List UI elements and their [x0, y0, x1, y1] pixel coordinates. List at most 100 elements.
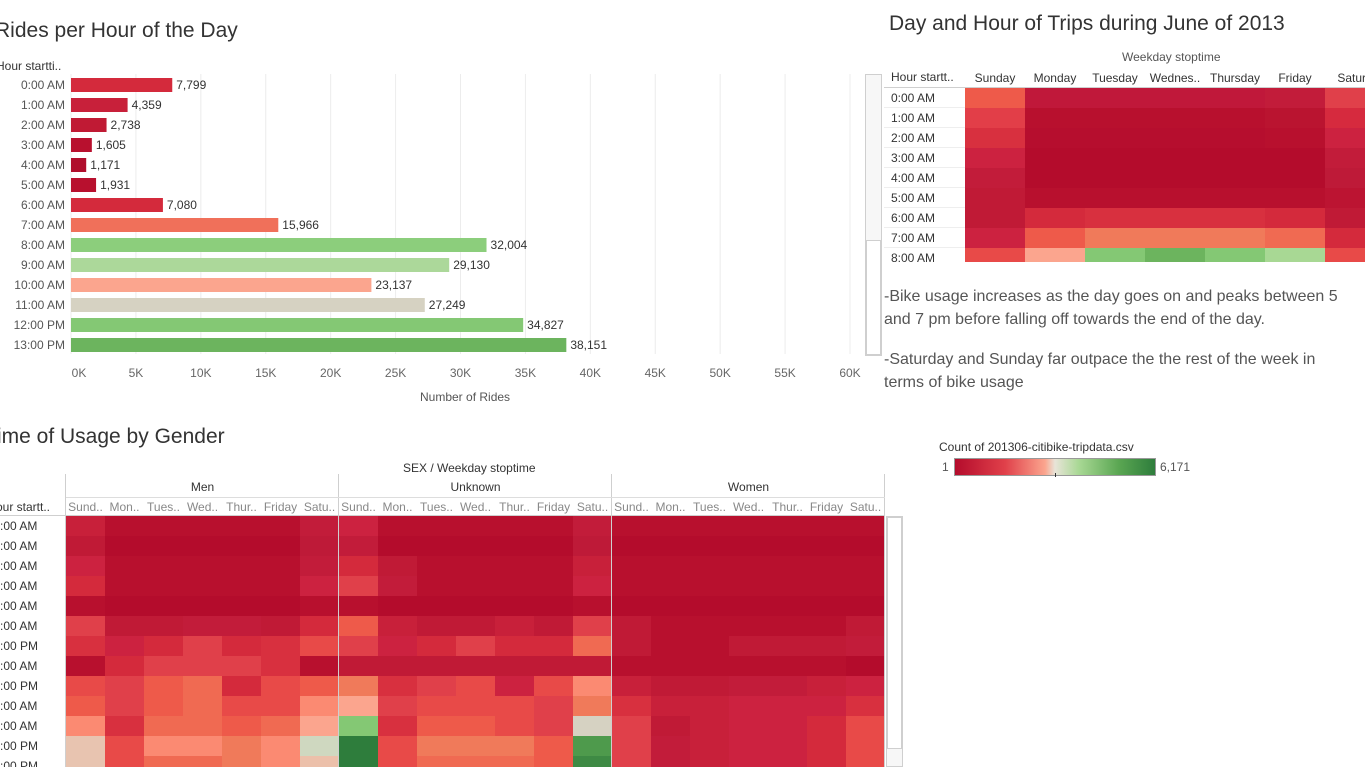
gender-heatmap-cell — [105, 556, 144, 576]
gender-heatmap-cell — [417, 576, 456, 596]
gender-heatmap-cell — [378, 616, 417, 636]
gender-heatmap-cell — [66, 596, 105, 616]
gender-heatmap-cell — [378, 636, 417, 656]
weekday-heatmap-cell — [1145, 168, 1205, 188]
weekday-heatmap-cell — [965, 168, 1025, 188]
gender-heatmap-cell — [846, 656, 885, 676]
gender-heatmap-cell — [222, 656, 261, 676]
weekday-heatmap-cell — [1205, 128, 1265, 148]
gender-heatmap-cell — [417, 616, 456, 636]
gender-heatmap-cell — [612, 556, 651, 576]
weekday-heatmap-cell — [1325, 248, 1365, 262]
gender-heatmap-cell — [768, 636, 807, 656]
gender-heatmap-row-label: :00 AM — [0, 579, 37, 593]
color-legend-ramp — [954, 458, 1156, 477]
gender-heatmap-cell — [261, 616, 300, 636]
gender-heatmap-cell — [651, 756, 690, 767]
weekday-heatmap-cell — [1025, 88, 1085, 108]
gender-heatmap-cell — [417, 516, 456, 536]
gender-heatmap-cell — [66, 736, 105, 756]
bar-chart-category-label: 2:00 AM — [21, 118, 65, 132]
gender-heatmap-cell — [495, 676, 534, 696]
gender-heatmap-cell — [66, 656, 105, 676]
weekday-heatmap-cell — [1145, 108, 1205, 128]
weekday-heatmap-cell — [1025, 188, 1085, 208]
gender-heatmap-cell — [222, 556, 261, 576]
gender-heatmap-cell — [339, 716, 378, 736]
weekday-heatmap-column-label: Sunday — [975, 71, 1016, 85]
gender-heatmap-cell — [417, 756, 456, 767]
bar-chart-scrollbar[interactable] — [865, 74, 882, 356]
gender-heatmap-cell — [534, 636, 573, 656]
gender-heatmap-cell — [183, 756, 222, 767]
color-legend-max: 6,171 — [1160, 460, 1191, 474]
gender-heatmap-cell — [846, 696, 885, 716]
gender-heatmap-cell — [690, 616, 729, 636]
gender-heatmap-cell — [807, 576, 846, 596]
weekday-heatmap-row-label: 7:00 AM — [891, 231, 935, 245]
bar-chart-category-label: 1:00 AM — [21, 98, 65, 112]
gender-heatmap-cell — [495, 616, 534, 636]
bar-chart-category-label: 6:00 AM — [21, 198, 65, 212]
gender-heatmap-cell — [690, 576, 729, 596]
gender-heatmap-cell — [261, 756, 300, 767]
weekday-heatmap-cell — [1025, 148, 1085, 168]
weekday-heatmap-cell — [1325, 228, 1365, 248]
weekday-heatmap-cell — [1085, 228, 1145, 248]
weekday-heatmap-cell — [1145, 88, 1205, 108]
gender-heatmap-cell — [300, 656, 339, 676]
bar-chart-bar — [71, 98, 128, 112]
gender-heatmap-cell — [417, 676, 456, 696]
gender-heatmap-cell — [729, 656, 768, 676]
gender-heatmap-cell — [573, 736, 612, 756]
gender-heatmap-cell — [417, 536, 456, 556]
gender-heatmap-day-label: Sund.. — [341, 500, 376, 514]
gender-heatmap-cell — [183, 616, 222, 636]
gender-heatmap-cell — [144, 536, 183, 556]
gender-heatmap-cell — [768, 656, 807, 676]
gender-heatmap-cell — [612, 636, 651, 656]
weekday-heatmap-cell — [1145, 148, 1205, 168]
bar-chart-value-label: 38,151 — [570, 338, 607, 352]
gender-heatmap-cell — [66, 716, 105, 736]
weekday-heatmap-cell — [1025, 228, 1085, 248]
gender-heatmap-cell — [612, 596, 651, 616]
bar-chart-category-label: 4:00 AM — [21, 158, 65, 172]
bar-chart-bar — [71, 78, 173, 92]
gender-heatmap-cell — [651, 736, 690, 756]
gender-heatmap-cell — [144, 556, 183, 576]
gender-heatmap-row-label: :00 PM — [0, 679, 38, 693]
gender-heatmap-row-label: :00 AM — [0, 699, 37, 713]
gender-heatmap-cell — [768, 676, 807, 696]
bar-chart-category-label: 7:00 AM — [21, 218, 65, 232]
gender-heatmap-scrollbar[interactable] — [886, 516, 903, 767]
gender-heatmap-cell — [105, 656, 144, 676]
gender-heatmap-cell — [144, 716, 183, 736]
gender-heatmap-day-label: Wed.. — [733, 500, 764, 514]
gender-heatmap-cell — [495, 736, 534, 756]
gender-heatmap-cell — [846, 756, 885, 767]
gender-heatmap-cell — [807, 756, 846, 767]
insight-note-1: -Bike usage increases as the day goes on… — [884, 288, 1338, 328]
gender-heatmap-scrollbar-thumb[interactable] — [887, 517, 902, 749]
gender-heatmap-cell — [729, 756, 768, 767]
bar-chart-scrollbar-thumb[interactable] — [866, 240, 881, 355]
gender-heatmap-cell — [690, 736, 729, 756]
gender-heatmap-cell — [105, 596, 144, 616]
gender-heatmap-cell — [768, 536, 807, 556]
gender-heatmap-cell — [495, 576, 534, 596]
gender-heatmap-cell — [300, 556, 339, 576]
bar-chart-x-tick: 55K — [774, 366, 795, 380]
gender-heatmap-cell — [261, 696, 300, 716]
bar-chart-bar — [71, 278, 372, 292]
gender-heatmap-cell — [495, 716, 534, 736]
gender-heatmap-group-label: Men — [191, 480, 214, 494]
gender-heatmap-cell — [651, 576, 690, 596]
weekday-heatmap-cell — [965, 128, 1025, 148]
bar-chart-category-label: 9:00 AM — [21, 258, 65, 272]
gender-heatmap-cell — [261, 516, 300, 536]
gender-heatmap-column-group: SEX / Weekday stoptime — [403, 461, 536, 475]
gender-heatmap-cell — [105, 756, 144, 767]
gender-heatmap-cell — [729, 516, 768, 536]
weekday-heatmap-cell — [1325, 128, 1365, 148]
